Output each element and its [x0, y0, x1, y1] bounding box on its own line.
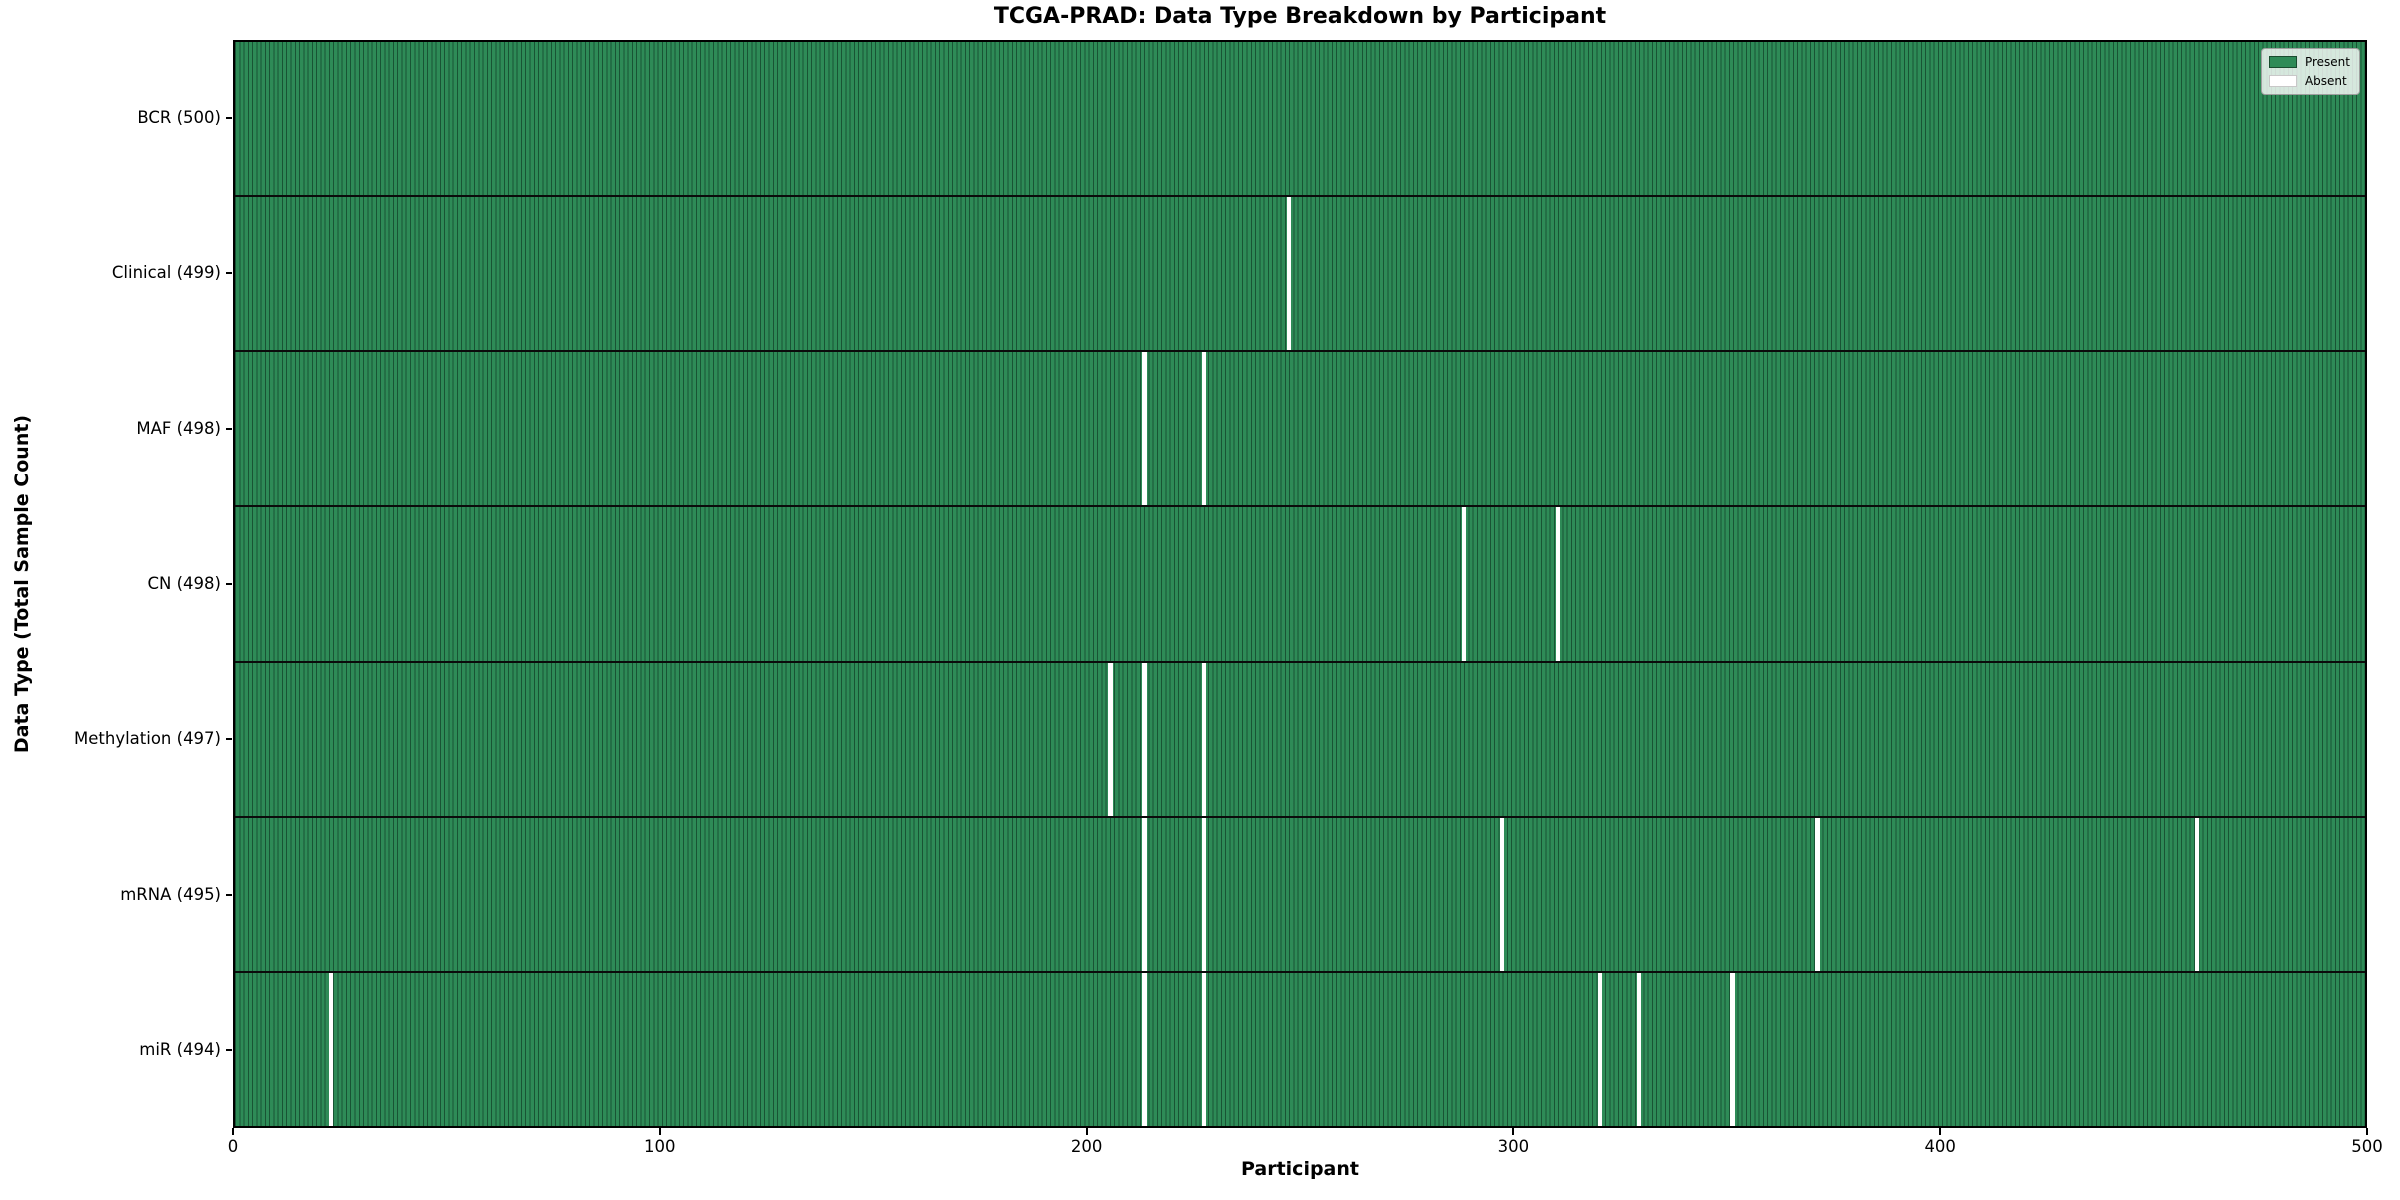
- y-tick-mark: [226, 427, 232, 430]
- chart-title: TCGA-PRAD: Data Type Breakdown by Partic…: [993, 4, 1607, 29]
- x-tick-label-0: 0: [227, 1137, 239, 1156]
- x-tick-mark: [232, 1128, 234, 1135]
- x-tick-mark: [2366, 1128, 2368, 1135]
- absent-cell: [328, 972, 333, 1126]
- y-tick-mark: [226, 116, 232, 119]
- absent-cell: [2194, 817, 2199, 971]
- heatmap-row-cn: [235, 507, 2365, 663]
- x-tick-label-200: 200: [1070, 1137, 1103, 1156]
- legend-entry-absent: Absent: [2268, 74, 2350, 88]
- absent-cell: [1815, 817, 1820, 971]
- y-tick-label-mir: miR (494): [139, 1040, 221, 1060]
- absent-cell: [1202, 662, 1207, 816]
- y-tick-mark: [226, 583, 232, 585]
- absent-cell: [1598, 972, 1603, 1126]
- legend-label-present: Present: [2304, 55, 2350, 69]
- absent-cell: [1202, 817, 1207, 971]
- absent-cell: [1287, 197, 1292, 351]
- y-tick-label-maf: MAF (498): [136, 418, 221, 438]
- heatmap-row-bcr: [235, 42, 2365, 198]
- x-tick-label-100: 100: [644, 1137, 676, 1156]
- absent-cell: [1202, 972, 1207, 1126]
- x-tick-label-300: 300: [1497, 1137, 1530, 1156]
- x-tick-mark: [1512, 1128, 1515, 1135]
- absent-cell: [1730, 972, 1735, 1126]
- y-tick-label-clinical: Clinical (499): [111, 263, 221, 283]
- legend: Present Absent: [2260, 48, 2360, 95]
- absent-cell: [1461, 507, 1467, 661]
- heatmap-row-mir: [235, 972, 2365, 1126]
- y-tick-label-cn: CN (498): [147, 574, 221, 593]
- plot-area: Present Absent: [233, 40, 2367, 1128]
- absent-cell: [1202, 352, 1207, 506]
- absent-cell: [1142, 662, 1147, 816]
- heatmap-row-methylation: [235, 662, 2365, 818]
- y-tick-mark: [226, 893, 232, 896]
- absent-cell: [1555, 507, 1560, 661]
- absent-cell: [1108, 662, 1113, 816]
- x-axis-label: Participant: [1240, 1158, 1359, 1180]
- absent-cell: [1142, 817, 1147, 971]
- absent-cell: [1500, 817, 1505, 971]
- heatmap-row-clinical: [235, 197, 2365, 353]
- y-tick-mark: [226, 738, 232, 741]
- x-tick-mark: [658, 1128, 661, 1135]
- y-tick-label-methylation: Methylation (497): [74, 729, 221, 749]
- legend-label-absent: Absent: [2304, 74, 2347, 88]
- x-tick-label-500: 500: [2351, 1137, 2383, 1156]
- heatmap-row-mrna: [235, 817, 2365, 973]
- absent-cell: [1142, 352, 1147, 506]
- absent-cell: [1142, 972, 1147, 1126]
- y-tick-label-mrna: mRNA (495): [120, 884, 221, 904]
- y-tick-label-bcr: BCR (500): [137, 107, 221, 127]
- heatmap-row-maf: [235, 352, 2365, 508]
- x-tick-label-400: 400: [1924, 1137, 1956, 1156]
- absent-swatch-icon: [2268, 75, 2297, 87]
- x-tick-mark: [1085, 1128, 1088, 1135]
- absent-cell: [1636, 972, 1641, 1126]
- y-tick-mark: [226, 272, 232, 275]
- legend-entry-present: Present: [2268, 55, 2350, 69]
- y-tick-mark: [226, 1049, 232, 1052]
- x-tick-mark: [1939, 1128, 1942, 1135]
- present-swatch-icon: [2268, 56, 2297, 68]
